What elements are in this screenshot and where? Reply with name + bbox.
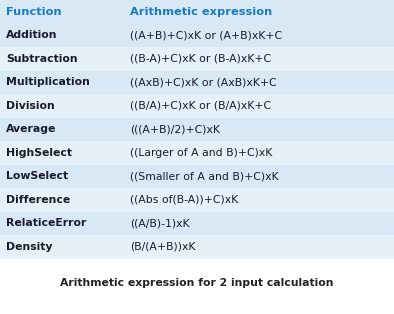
Text: Addition: Addition	[6, 30, 58, 40]
Bar	[0, 71, 394, 94]
Text: ((A/B)-1)xK: ((A/B)-1)xK	[130, 218, 190, 228]
Bar	[0, 94, 394, 117]
Text: Multiplication: Multiplication	[6, 77, 90, 87]
Bar	[0, 235, 394, 258]
Text: RelaticeError: RelaticeError	[6, 218, 86, 228]
Text: Difference: Difference	[6, 195, 70, 205]
Text: Subtraction: Subtraction	[6, 54, 78, 64]
Text: LowSelect: LowSelect	[6, 171, 68, 181]
Text: HighSelect: HighSelect	[6, 148, 72, 158]
Text: ((Larger of A and B)+C)xK: ((Larger of A and B)+C)xK	[130, 148, 273, 158]
Bar	[0, 141, 394, 165]
Text: (((A+B)/2)+C)xK: (((A+B)/2)+C)xK	[130, 124, 220, 134]
Text: Average: Average	[6, 124, 56, 134]
Bar	[0, 47, 394, 71]
Text: ((B-A)+C)xK or (B-A)xK+C: ((B-A)+C)xK or (B-A)xK+C	[130, 54, 271, 64]
Text: ((AxB)+C)xK or (AxB)xK+C: ((AxB)+C)xK or (AxB)xK+C	[130, 77, 277, 87]
Bar	[0, 212, 394, 235]
Bar	[0, 188, 394, 212]
Text: Function: Function	[6, 7, 61, 17]
Bar	[0, 24, 394, 47]
Text: Division: Division	[6, 101, 55, 111]
Text: Density: Density	[6, 242, 52, 252]
Text: ((A+B)+C)xK or (A+B)xK+C: ((A+B)+C)xK or (A+B)xK+C	[130, 30, 282, 40]
Text: Arithmetic expression for 2 input calculation: Arithmetic expression for 2 input calcul…	[60, 279, 334, 289]
Text: ((Abs of(B-A))+C)xK: ((Abs of(B-A))+C)xK	[130, 195, 238, 205]
Text: ((B/A)+C)xK or (B/A)xK+C: ((B/A)+C)xK or (B/A)xK+C	[130, 101, 271, 111]
Bar	[0, 117, 394, 141]
Text: Arithmetic expression: Arithmetic expression	[130, 7, 272, 17]
Bar	[0, 0, 394, 24]
Text: (B/(A+B))xK: (B/(A+B))xK	[130, 242, 195, 252]
Text: ((Smaller of A and B)+C)xK: ((Smaller of A and B)+C)xK	[130, 171, 279, 181]
Bar	[0, 165, 394, 188]
